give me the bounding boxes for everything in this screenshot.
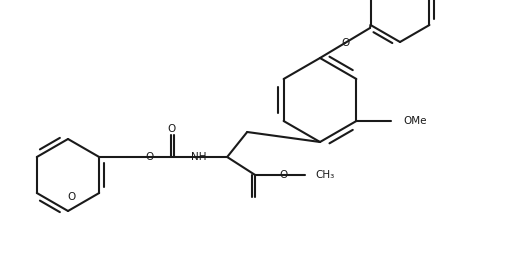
Text: O: O	[279, 170, 287, 180]
Text: OMe: OMe	[403, 116, 427, 126]
Text: O: O	[145, 152, 153, 162]
Text: CH₃: CH₃	[315, 170, 334, 180]
Text: O: O	[67, 192, 75, 202]
Text: O: O	[167, 124, 175, 134]
Text: O: O	[341, 38, 349, 48]
Text: NH: NH	[192, 152, 207, 162]
